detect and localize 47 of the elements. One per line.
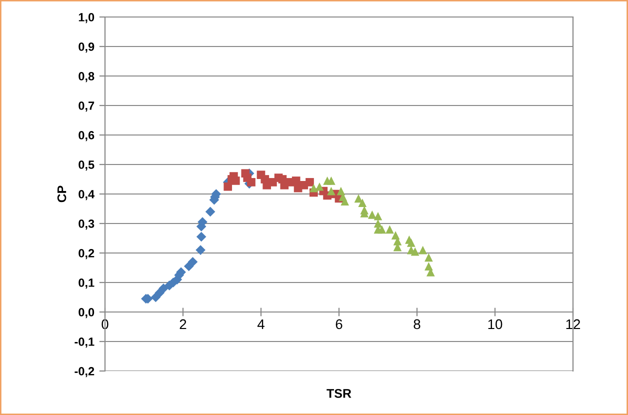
point	[188, 256, 198, 267]
point	[410, 247, 420, 256]
x-tick-label: 2	[180, 319, 186, 330]
point	[418, 246, 428, 254]
point	[378, 225, 386, 234]
point	[309, 184, 318, 192]
y-tick-label: 0,3	[78, 220, 94, 230]
y-tick-label: 0,4	[78, 190, 95, 200]
point	[391, 231, 400, 240]
y-tick-label: 0,9	[78, 42, 94, 53]
point	[358, 198, 367, 208]
x-tick-label: 6	[336, 319, 342, 330]
y-tick-label: 0,8	[78, 72, 94, 82]
point	[368, 210, 376, 219]
y-tick-label: -0,1	[74, 338, 94, 348]
point	[224, 182, 232, 191]
y-tick-label: 0,7	[78, 102, 94, 112]
x-tick-label: 8	[414, 319, 420, 330]
point	[231, 176, 240, 185]
point	[205, 206, 216, 217]
point	[327, 186, 336, 196]
x-tick-label: 4	[257, 319, 264, 330]
y-axis-title: CP	[57, 186, 66, 202]
point	[424, 253, 433, 262]
point	[327, 176, 336, 185]
point	[424, 262, 433, 270]
y-tick-label: 1,0	[78, 13, 94, 24]
y-tick-label: -0,2	[74, 367, 94, 378]
x-axis-title: TSR	[326, 389, 352, 398]
point	[247, 178, 256, 186]
point	[306, 178, 314, 186]
x-tick-label: 10	[488, 319, 502, 330]
y-tick-label: 0,5	[78, 160, 94, 171]
y-tick-label: 0,2	[78, 249, 94, 260]
point	[196, 245, 206, 255]
y-tick-label: 0,0	[78, 308, 94, 318]
point	[196, 232, 206, 242]
y-tick-label: 0,1	[78, 278, 94, 289]
point	[374, 212, 382, 220]
point	[315, 182, 324, 191]
point	[386, 225, 394, 234]
y-tick-label: 0,6	[78, 131, 94, 142]
point	[158, 283, 168, 294]
point	[292, 176, 300, 185]
point	[340, 197, 350, 206]
point	[406, 238, 416, 247]
x-tick-label: 12	[566, 319, 580, 330]
